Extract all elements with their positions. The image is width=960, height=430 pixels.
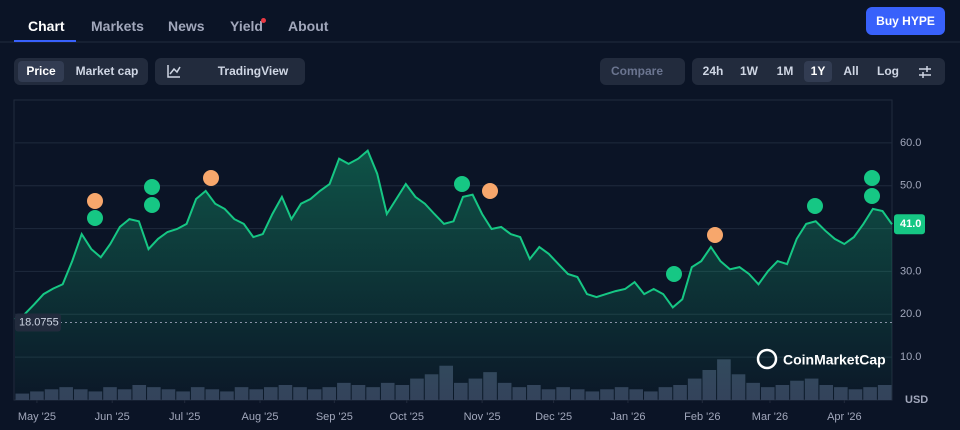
x-tick-label: Jan '26 [610, 411, 645, 423]
chart-type-group: TradingView [155, 58, 305, 85]
toggle[interactable]: Price [18, 61, 64, 82]
x-tick-label: Oct '25 [390, 411, 425, 423]
x-tick-label: Mar '26 [752, 411, 788, 423]
watermark-logo [756, 348, 778, 370]
reference-label: 18.0755 [19, 316, 59, 328]
price-area [15, 150, 892, 400]
nav-underline [14, 40, 76, 42]
x-tick-label: Nov '25 [464, 411, 501, 423]
x-tick-label: Aug '25 [242, 411, 279, 423]
toggle[interactable]: Market cap [75, 64, 139, 78]
price-line [14, 148, 893, 321]
x-tick-label: Dec '25 [535, 411, 572, 423]
reference-tag [15, 313, 61, 332]
x-tick-label: May '25 [18, 411, 56, 423]
range[interactable]: 24h [702, 64, 724, 78]
line-icon[interactable] [167, 64, 181, 78]
x-tick-label: Jun '25 [95, 411, 130, 423]
compare-dropdown: Compare [600, 58, 685, 85]
watermark: CoinMarketCap [783, 352, 886, 368]
nav-item[interactable]: Markets [91, 18, 144, 34]
y-tick-label: 60.0 [900, 137, 921, 149]
y-tick-label: 10.0 [900, 351, 921, 363]
last-price-tag [894, 214, 925, 235]
range[interactable]: 1Y [804, 61, 832, 82]
nav-item[interactable]: About [288, 18, 329, 34]
x-tick-label: Feb '26 [684, 411, 720, 423]
nav-item[interactable]: News [168, 18, 205, 34]
notify-dot [261, 18, 266, 23]
y-unit: USD [905, 394, 928, 406]
y-tick-label: 30.0 [900, 265, 921, 277]
x-tick-label: Sep '25 [316, 411, 353, 423]
last-price-label: 41.0 [900, 218, 921, 230]
range-group: 24h 1W 1M 1Y All Log [692, 58, 945, 85]
event-markers [87, 170, 880, 282]
toggle-group: Price Market cap [14, 58, 148, 85]
log-toggle[interactable]: Log [877, 64, 899, 78]
range[interactable]: 1W [740, 64, 758, 78]
y-tick-label: 50.0 [900, 180, 921, 192]
nav-item[interactable]: Chart [28, 18, 65, 34]
buy-button[interactable]: Buy HYPE [866, 7, 945, 35]
nav-item[interactable]: Yield [230, 18, 263, 34]
tradingview[interactable]: TradingView [217, 64, 289, 78]
settings-icon[interactable] [918, 65, 932, 79]
x-tick-label: Jul '25 [169, 411, 200, 423]
range[interactable]: 1M [776, 64, 794, 78]
x-tick-label: Apr '26 [827, 411, 862, 423]
range[interactable]: All [843, 64, 859, 78]
compare[interactable]: Compare [610, 64, 663, 78]
y-tick-label: 20.0 [900, 308, 921, 320]
